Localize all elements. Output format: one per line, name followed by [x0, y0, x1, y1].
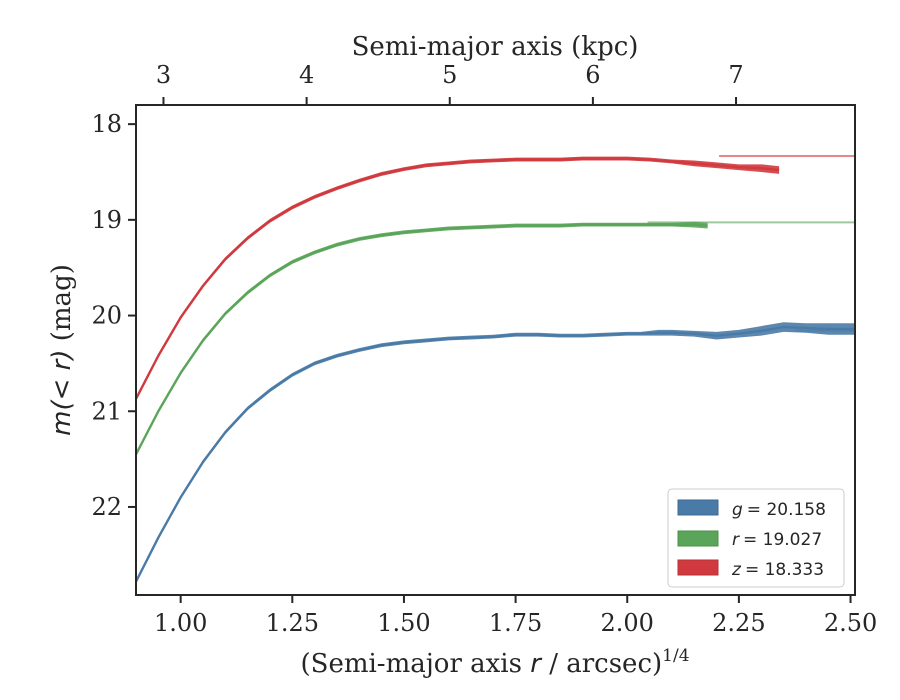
- x-tick-label: 1.25: [266, 609, 319, 637]
- x-tick-label: 2.25: [712, 609, 765, 637]
- top-x-tick-label: 4: [299, 61, 314, 89]
- legend-value-g: = 20.158: [747, 500, 826, 520]
- ticks-layer: 1.00 1.25 1.50 1.75 2.00 2.25 2.50 18 19 20 21 22 3 4…: [91, 61, 877, 637]
- y-tick-label: 18: [91, 110, 122, 138]
- legend-value-r: = 19.027: [743, 530, 822, 550]
- top-x-tick-label: 6: [585, 61, 600, 89]
- y-axis-title: m(< r) (mag): [47, 264, 77, 436]
- x-axis-title-sup: 1/4: [662, 646, 689, 666]
- top-x-tick-label: 3: [156, 61, 171, 89]
- legend-label-r: r = 19.027: [732, 530, 822, 550]
- series-line-g: [136, 325, 855, 583]
- legend-value-z: = 18.333: [745, 560, 824, 580]
- x-axis-title-var: r: [530, 649, 543, 679]
- y-axis-title-post: (mag): [47, 264, 77, 349]
- legend-var-g: g: [732, 500, 743, 520]
- series-line-z: [136, 157, 780, 400]
- legend-var-z: z: [731, 560, 742, 580]
- top-x-axis-title: Semi-major axis (kpc): [352, 32, 639, 62]
- legend-swatch-g: [677, 499, 719, 516]
- plot-frame: [135, 104, 856, 596]
- y-tick-label: 21: [91, 397, 122, 425]
- y-axis-title-var: m(< r): [47, 350, 77, 436]
- legend-swatch-z: [677, 559, 719, 576]
- legend-label-z: z = 18.333: [731, 560, 824, 580]
- top-x-tick-label: 7: [728, 61, 743, 89]
- x-tick-label: 2.50: [824, 609, 877, 637]
- top-x-tick-label: 5: [442, 61, 457, 89]
- x-tick-label: 2.00: [601, 609, 654, 637]
- x-tick-label: 1.50: [377, 609, 430, 637]
- series-layer: [136, 155, 855, 584]
- y-tick-label: 19: [91, 206, 122, 234]
- x-axis-title: (Semi-major axis r / arcsec)1/4: [300, 646, 689, 679]
- legend-swatch-r: [677, 530, 719, 547]
- y-tick-label: 20: [91, 302, 122, 330]
- series-band-z: [136, 156, 780, 401]
- legend-var-r: r: [732, 530, 740, 550]
- x-tick-label: 1.00: [154, 609, 207, 637]
- x-axis-title-post: / arcsec): [541, 649, 662, 679]
- series-line-r: [136, 223, 708, 455]
- x-tick-label: 1.75: [489, 609, 542, 637]
- legend: g = 20.158 r = 19.027 z = 18.333: [667, 488, 845, 588]
- x-axis-title-pre: (Semi-major axis: [300, 649, 530, 679]
- legend-label-g: g = 20.158: [732, 500, 826, 520]
- y-tick-label: 22: [91, 493, 122, 521]
